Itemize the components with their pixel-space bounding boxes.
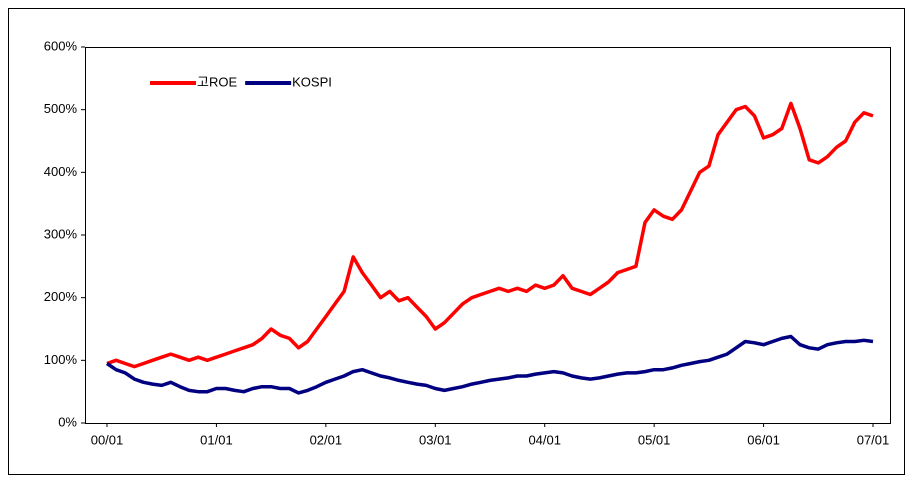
legend-label: 고ROE <box>197 74 237 89</box>
series-line <box>106 101 874 369</box>
legend-label: KOSPI <box>292 74 332 89</box>
x-tick-label: 01/01 <box>200 432 233 447</box>
y-tick-label: 600% <box>44 38 78 53</box>
x-tick-label: 03/01 <box>419 432 452 447</box>
y-tick-label: 500% <box>44 101 78 116</box>
y-tick-label: 0% <box>58 414 77 429</box>
y-tick-label: 300% <box>44 226 78 241</box>
series-line <box>106 334 874 395</box>
plot-area <box>85 47 891 424</box>
x-tick-label: 07/01 <box>857 432 890 447</box>
x-tick-label: 00/01 <box>91 432 124 447</box>
y-tick-label: 100% <box>44 352 78 367</box>
y-tick-label: 200% <box>44 289 78 304</box>
x-tick-label: 02/01 <box>310 432 343 447</box>
y-tick-label: 400% <box>44 164 78 179</box>
x-tick-label: 05/01 <box>638 432 671 447</box>
chart-frame <box>8 8 905 475</box>
x-tick-label: 04/01 <box>528 432 561 447</box>
x-tick-label: 06/01 <box>747 432 780 447</box>
